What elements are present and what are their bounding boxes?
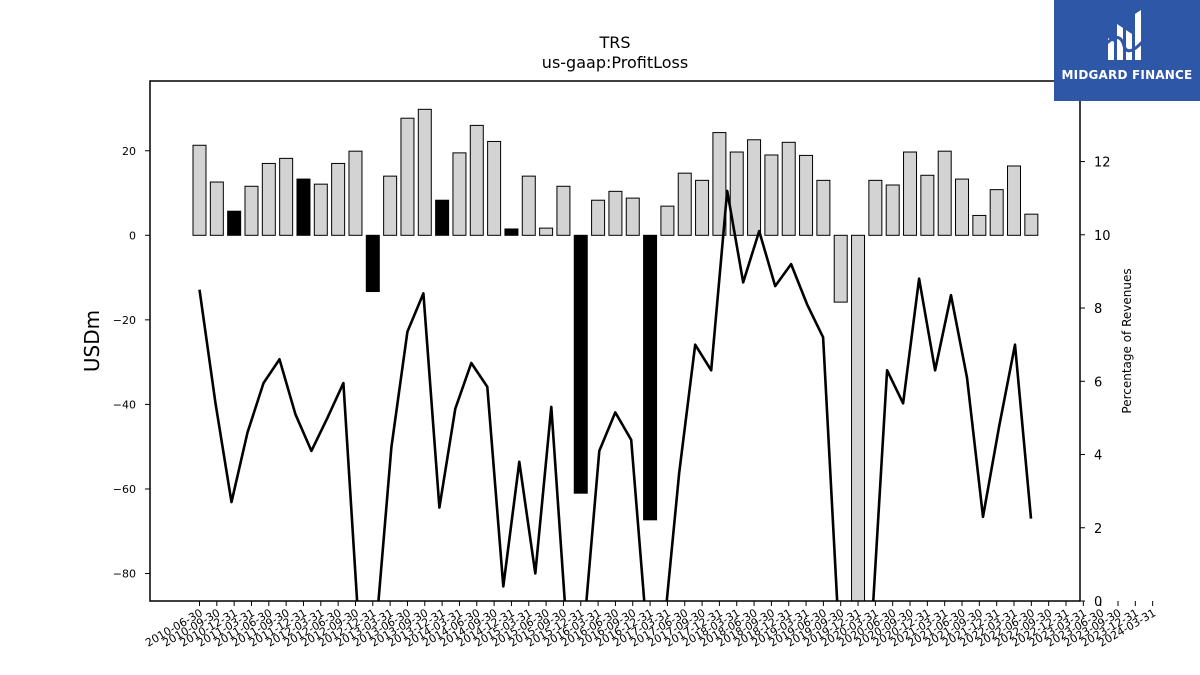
- y2-tick-label: 4: [1094, 449, 1102, 464]
- chart-subtitle: us-gaap:ProfitLoss: [542, 53, 688, 72]
- bar: [799, 154, 814, 236]
- y-axis-label: USDm: [80, 310, 104, 372]
- bar: [712, 132, 727, 236]
- bar: [851, 234, 866, 601]
- bar: [313, 183, 328, 236]
- bar: [608, 190, 623, 236]
- y-tick-label: −80: [113, 568, 136, 581]
- y-tick-label: −60: [113, 483, 136, 496]
- y2-axis-label: Percentage of Revenues: [1120, 268, 1134, 413]
- bar: [660, 205, 675, 236]
- bar: [365, 234, 380, 293]
- bar: [764, 154, 779, 236]
- bar: [209, 181, 224, 236]
- bar: [833, 234, 848, 303]
- bar: [452, 152, 467, 236]
- bar: [400, 117, 415, 236]
- bar: [469, 124, 484, 236]
- logo-text: MIDGARD FINANCE: [1061, 68, 1193, 82]
- bar: [591, 199, 606, 236]
- bar: [539, 227, 554, 236]
- bar: [279, 157, 294, 236]
- bar: [348, 150, 363, 236]
- bar: [885, 184, 900, 236]
- bar: [747, 139, 762, 236]
- bar: [487, 140, 502, 236]
- bar: [573, 234, 588, 494]
- y2-tick-label: 12: [1094, 156, 1111, 171]
- bar: [816, 179, 831, 236]
- y-tick-label: −40: [113, 398, 136, 411]
- y2-tick-label: 10: [1094, 229, 1111, 244]
- bar: [521, 175, 536, 236]
- bar: [625, 197, 640, 236]
- bar: [504, 228, 519, 236]
- percentage-line: [198, 189, 1033, 601]
- bar: [1007, 165, 1022, 236]
- bar: [435, 199, 450, 236]
- chart-title: TRS: [598, 33, 630, 52]
- bar: [383, 175, 398, 236]
- midgard-finance-logo: MIDGARD FINANCE: [1054, 0, 1200, 101]
- y-tick-label: 20: [122, 145, 136, 158]
- bar: [937, 150, 952, 236]
- bar: [868, 179, 883, 236]
- y2-tick-label: 6: [1094, 375, 1102, 390]
- bar: [331, 162, 346, 236]
- y-tick-label: −20: [113, 314, 136, 327]
- bar: [920, 174, 935, 236]
- bar: [261, 162, 276, 236]
- bar: [244, 185, 259, 236]
- bar: [417, 108, 432, 236]
- bar: [192, 144, 207, 236]
- bar: [227, 210, 242, 236]
- bar: [781, 141, 796, 236]
- logo-mark-icon: [1104, 10, 1146, 60]
- bar: [643, 234, 658, 521]
- bar: [972, 214, 987, 236]
- bar: [955, 178, 970, 236]
- bar: [1024, 213, 1039, 236]
- bar: [677, 172, 692, 236]
- y2-tick-label: 8: [1094, 302, 1102, 317]
- y-tick-label: 0: [129, 229, 136, 242]
- bar: [695, 179, 710, 236]
- y2-tick-label: 0: [1094, 595, 1102, 610]
- bar: [903, 151, 918, 236]
- bar: [989, 189, 1004, 236]
- bar: [556, 185, 571, 236]
- y2-tick-label: 2: [1094, 522, 1102, 537]
- bar: [296, 178, 311, 236]
- bar: [729, 151, 744, 236]
